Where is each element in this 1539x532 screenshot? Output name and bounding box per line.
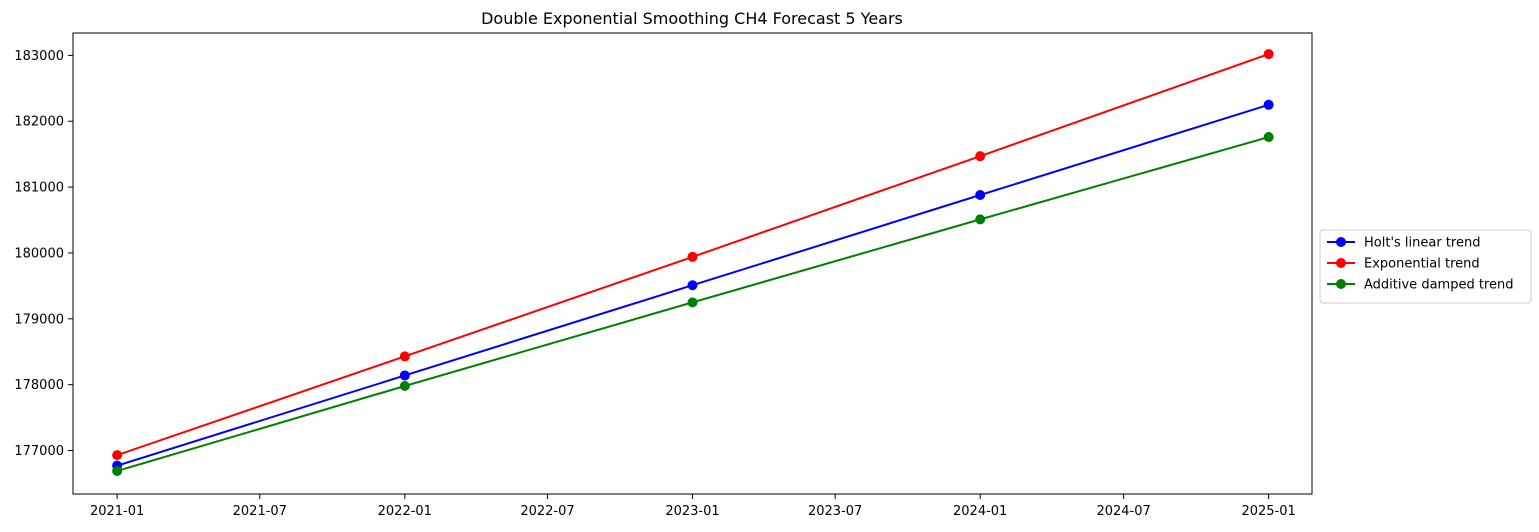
- data-point: [399, 380, 410, 391]
- legend-box: [1319, 229, 1532, 304]
- x-axis: 2021-01 2021-07 2022-01 2022-07 2023-01 2023-…: [90, 494, 1296, 519]
- x-tick-label: 2023-01: [665, 504, 719, 519]
- data-point: [975, 190, 986, 201]
- data-point: [687, 297, 698, 308]
- data-point: [687, 251, 698, 262]
- legend-item: Exponential trend: [1327, 257, 1480, 272]
- y-tick-label: 178000: [14, 378, 64, 393]
- x-tick-label: 2024-01: [953, 504, 1007, 519]
- series-3: [112, 132, 1274, 476]
- x-tick-label: 2024-07: [1096, 504, 1150, 519]
- data-point: [112, 450, 123, 461]
- legend-item: Holt's linear trend: [1327, 236, 1480, 251]
- y-tick-label: 179000: [14, 312, 64, 327]
- data-point: [1263, 49, 1274, 60]
- data-point: [1263, 132, 1274, 143]
- x-tick-label: 2021-01: [90, 504, 144, 519]
- x-tick-label: 2023-07: [808, 504, 862, 519]
- legend-label: Additive damped trend: [1364, 278, 1513, 293]
- series-2: [112, 49, 1274, 461]
- data-point: [1263, 99, 1274, 110]
- series-group: [112, 49, 1274, 476]
- y-tick-label: 182000: [14, 115, 64, 130]
- legend-marker: [1336, 237, 1346, 247]
- legend-label: Holt's linear trend: [1364, 236, 1480, 251]
- series-1: [112, 99, 1274, 471]
- plot-area: [72, 32, 1313, 495]
- legend-item: Additive damped trend: [1327, 278, 1513, 293]
- y-tick-label: 177000: [14, 444, 64, 459]
- legend-label: Exponential trend: [1364, 257, 1480, 272]
- data-point: [975, 151, 986, 162]
- legend: Holt's linear trend Exponential trend Addi…: [1319, 229, 1532, 304]
- chart-title: Double Exponential Smoothing CH4 Forecas…: [481, 9, 903, 28]
- x-tick-label: 2022-01: [378, 504, 432, 519]
- y-axis: 177000 178000 179000 180000 181000 182000 1830…: [14, 49, 73, 459]
- data-point: [687, 280, 698, 291]
- y-tick-label: 180000: [14, 246, 64, 261]
- x-tick-label: 2022-07: [520, 504, 574, 519]
- legend-marker: [1336, 258, 1346, 268]
- x-tick-label: 2021-07: [233, 504, 287, 519]
- y-tick-label: 181000: [14, 181, 64, 196]
- data-point: [399, 351, 410, 362]
- plot-frame: [72, 32, 1313, 495]
- data-point: [399, 370, 410, 381]
- y-tick-label: 183000: [14, 49, 64, 64]
- legend-marker: [1336, 279, 1346, 289]
- x-tick-label: 2025-01: [1241, 504, 1295, 519]
- data-point: [975, 214, 986, 225]
- data-point: [112, 465, 123, 476]
